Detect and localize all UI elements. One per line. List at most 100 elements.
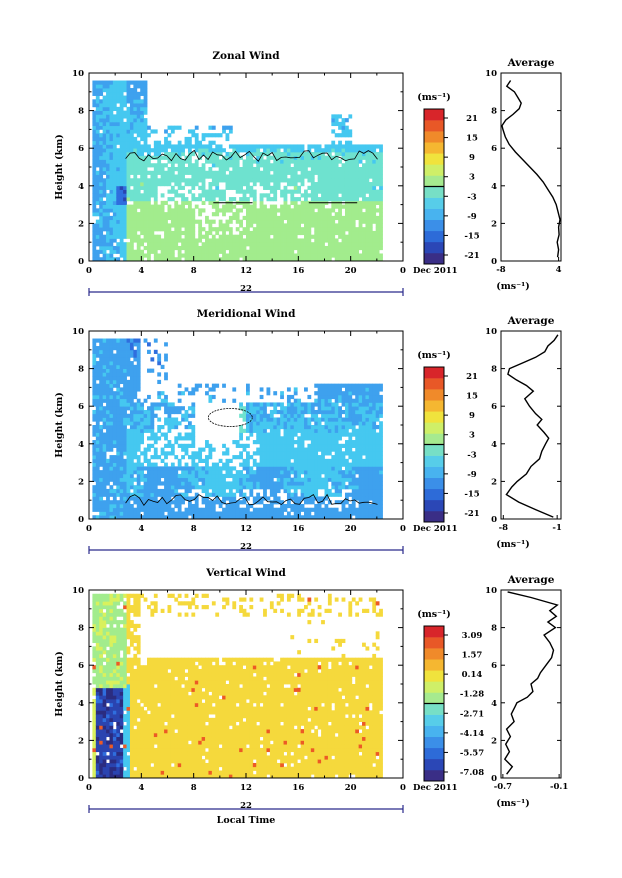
heatmap-cell [263, 402, 267, 406]
heatmap-cell [130, 429, 134, 433]
heatmap-cell [335, 436, 339, 440]
heatmap-cell [168, 238, 172, 242]
heatmap-cell [280, 175, 284, 179]
heatmap-cell [150, 485, 154, 489]
heatmap-cell [195, 133, 199, 137]
heatmap-cell [266, 421, 270, 425]
heatmap-cell [99, 417, 103, 421]
heatmap-cell [365, 242, 369, 246]
heatmap-cell [178, 223, 182, 227]
heatmap-cell [372, 182, 376, 186]
heatmap-cell [96, 99, 100, 103]
heatmap-cell [372, 205, 376, 209]
heatmap-cell [325, 212, 329, 216]
colorbar-swatch [424, 153, 444, 164]
heatmap-cell [103, 186, 107, 190]
heatmap-cell [297, 511, 301, 515]
heatmap-cell [99, 444, 103, 448]
heatmap-cell [116, 365, 120, 369]
heatmap-cell [127, 342, 131, 346]
heatmap-cell [338, 421, 342, 425]
heatmap-cell [120, 235, 124, 239]
heatmap-cell [127, 361, 131, 365]
heatmap-cell [188, 178, 192, 182]
heatmap-cell [96, 163, 100, 167]
heatmap-cell [178, 208, 182, 212]
heatmap-cell [144, 178, 148, 182]
heatmap-cell [321, 402, 325, 406]
heatmap-cell [229, 129, 233, 133]
heatmap-cell [103, 235, 107, 239]
heatmap-cell [335, 159, 339, 163]
heatmap-cell [294, 391, 298, 395]
heatmap-cell [120, 163, 124, 167]
heatmap-cell [338, 182, 342, 186]
heatmap-cell [130, 242, 134, 246]
heatmap-cell [270, 421, 274, 425]
heatmap-cell [188, 159, 192, 163]
heatmap-cell [260, 474, 264, 478]
heatmap-cell [99, 496, 103, 500]
heatmap-cell [321, 508, 325, 512]
heatmap-cell [106, 417, 110, 421]
heatmap-cell [222, 167, 226, 171]
heatmap-cell [219, 148, 223, 152]
heatmap-cell [133, 159, 137, 163]
heatmap-cell [185, 182, 189, 186]
heatmap-cell [154, 463, 158, 467]
heatmap-cell [376, 253, 380, 257]
heatmap-cell [338, 395, 342, 399]
colorbar-swatch [424, 175, 444, 186]
heatmap-cell [222, 444, 226, 448]
heatmap-cell [137, 508, 141, 512]
heatmap-cell [103, 182, 107, 186]
heatmap-cell [99, 148, 103, 152]
heatmap-cell [109, 417, 113, 421]
heatmap-cell [178, 436, 182, 440]
heatmap-cell [365, 171, 369, 175]
heatmap-cell [168, 246, 172, 250]
heatmap-cell [205, 466, 209, 470]
heatmap-cell [222, 493, 226, 497]
heatmap-cell [157, 182, 161, 186]
heatmap-cell [342, 182, 346, 186]
heatmap-cell [287, 253, 291, 257]
heatmap-cell [369, 193, 373, 197]
panel-title: Zonal Wind [212, 50, 280, 62]
heatmap-cell [116, 493, 120, 497]
heatmap-cell [130, 459, 134, 463]
heatmap-cell [307, 235, 311, 239]
heatmap-cell [212, 156, 216, 160]
heatmap-cell [266, 216, 270, 220]
heatmap-cell [191, 208, 195, 212]
heatmap-cell [127, 81, 131, 85]
heatmap-cell [229, 481, 233, 485]
heatmap-cell [266, 433, 270, 437]
heatmap-cell [116, 205, 120, 209]
heatmap-cell [270, 504, 274, 508]
heatmap-cell [338, 478, 342, 482]
heatmap-cell [290, 159, 294, 163]
heatmap-cell [338, 242, 342, 246]
heatmap-cell [208, 508, 212, 512]
heatmap-cell [229, 485, 233, 489]
heatmap-cell [202, 193, 206, 197]
heatmap-cell [147, 481, 151, 485]
heatmap-cell [284, 235, 288, 239]
heatmap-cell [314, 171, 318, 175]
heatmap-cell [133, 451, 137, 455]
heatmap-cell [144, 96, 148, 100]
colorbar-tick-label: -21 [464, 251, 479, 261]
heatmap-cell [342, 118, 346, 122]
heatmap-cell [188, 485, 192, 489]
heatmap-cell [123, 369, 127, 373]
profile-y-tick-label: 10 [485, 69, 497, 79]
heatmap-cell [359, 429, 363, 433]
heatmap-cell [239, 470, 243, 474]
heatmap-cell [157, 212, 161, 216]
heatmap-cell [161, 459, 165, 463]
heatmap-cell [133, 118, 137, 122]
heatmap-cell [321, 220, 325, 224]
heatmap-cell [266, 171, 270, 175]
heatmap-cell [335, 406, 339, 410]
